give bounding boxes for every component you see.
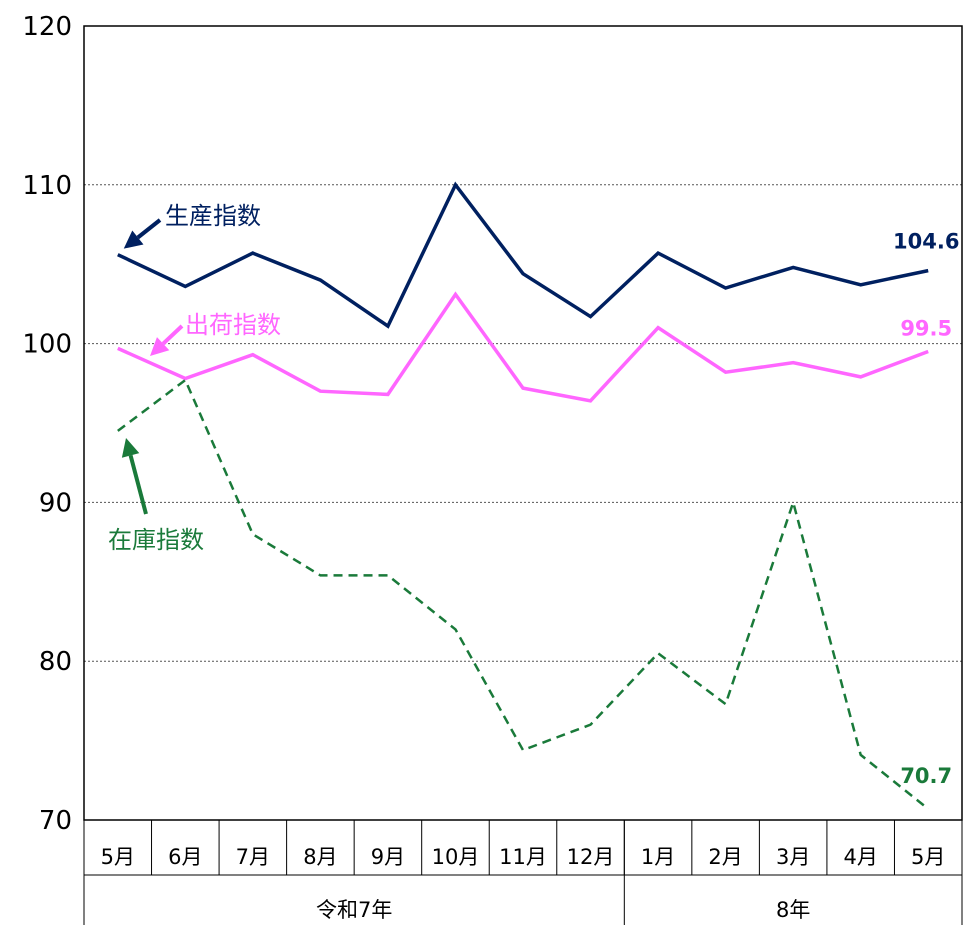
x-tick-label: 7月	[236, 845, 270, 869]
x-tick-label: 3月	[776, 845, 810, 869]
x-tick-label: 11月	[499, 845, 547, 869]
x-tick-label: 5月	[911, 845, 945, 869]
x-tick-label: 2月	[708, 845, 742, 869]
y-tick-label: 110	[22, 171, 72, 201]
production-arrow-shaft	[138, 220, 160, 238]
x-tick-label: 10月	[432, 845, 480, 869]
y-tick-label: 100	[22, 330, 72, 360]
y-tick-label: 80	[39, 647, 72, 677]
y-tick-label: 120	[22, 12, 72, 42]
x-tick-label: 6月	[168, 845, 202, 869]
inventory-arrow-head	[122, 438, 139, 458]
end-value-label: 70.7	[900, 764, 952, 788]
end-value-label: 99.5	[900, 317, 952, 341]
series-label-production: 生産指数	[165, 202, 261, 230]
shipment-arrow-shaft	[163, 326, 182, 344]
y-tick-label: 70	[39, 806, 72, 836]
y-tick-label: 90	[39, 488, 72, 518]
year-group-label: 令和7年	[316, 898, 392, 922]
x-tick-label: 4月	[844, 845, 878, 869]
x-tick-label: 9月	[371, 845, 405, 869]
x-tick-label: 12月	[567, 845, 615, 869]
series-label-inventory: 在庫指数	[108, 526, 204, 554]
x-tick-label: 1月	[641, 845, 675, 869]
year-group-label: 8年	[776, 898, 810, 922]
inventory-arrow-shaft	[131, 455, 146, 514]
plot-frame	[84, 26, 962, 820]
x-tick-label: 8月	[303, 845, 337, 869]
end-value-label: 104.6	[893, 230, 959, 254]
x-tick-label: 5月	[101, 845, 135, 869]
series-line-3	[118, 380, 928, 809]
series-label-shipment: 出荷指数	[185, 311, 281, 339]
